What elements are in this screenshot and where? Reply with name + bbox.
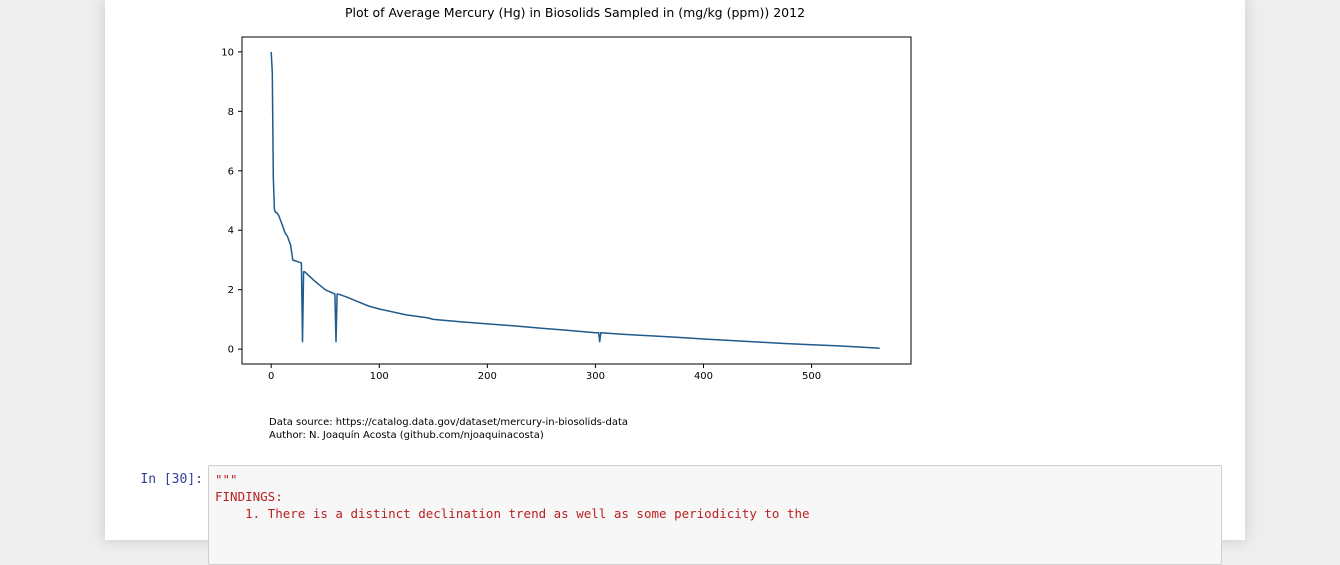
chart-caption: Data source: https://catalog.data.gov/da… — [269, 416, 628, 442]
x-tick-label: 100 — [370, 371, 389, 382]
caption-author: Author: N. Joaquín Acosta (github.com/nj… — [269, 430, 544, 441]
y-tick-label: 4 — [228, 226, 234, 237]
series-line — [270, 51, 880, 349]
x-tick-label: 400 — [694, 371, 713, 382]
code-line: 1. There is a distinct declination trend… — [215, 506, 810, 521]
x-tick-label: 200 — [478, 371, 497, 382]
code-cell-editor[interactable]: """ FINDINGS: 1. There is a distinct dec… — [208, 465, 1222, 565]
code-line: FINDINGS: — [215, 489, 283, 504]
plot-frame — [241, 36, 912, 365]
code-line: """ — [215, 472, 238, 487]
x-tick-label: 300 — [586, 371, 605, 382]
y-tick-label: 2 — [228, 285, 234, 296]
x-tick-label: 500 — [802, 371, 821, 382]
y-tick-label: 6 — [228, 166, 234, 177]
caption-data-source: Data source: https://catalog.data.gov/da… — [269, 417, 629, 428]
mercury-line-chart: 0 100 200 300 400 500 0 2 4 6 8 10 — [221, 36, 912, 382]
y-tick-label: 8 — [228, 107, 234, 118]
input-prompt: In [30]: — [140, 472, 203, 487]
y-tick-label: 0 — [228, 345, 234, 356]
x-tick-label: 0 — [268, 371, 274, 382]
y-tick-label: 10 — [221, 47, 234, 58]
chart-title: Plot of Average Mercury (Hg) in Biosolid… — [344, 5, 806, 20]
notebook-panel: Plot of Average Mercury (Hg) in Biosolid… — [105, 0, 1245, 565]
